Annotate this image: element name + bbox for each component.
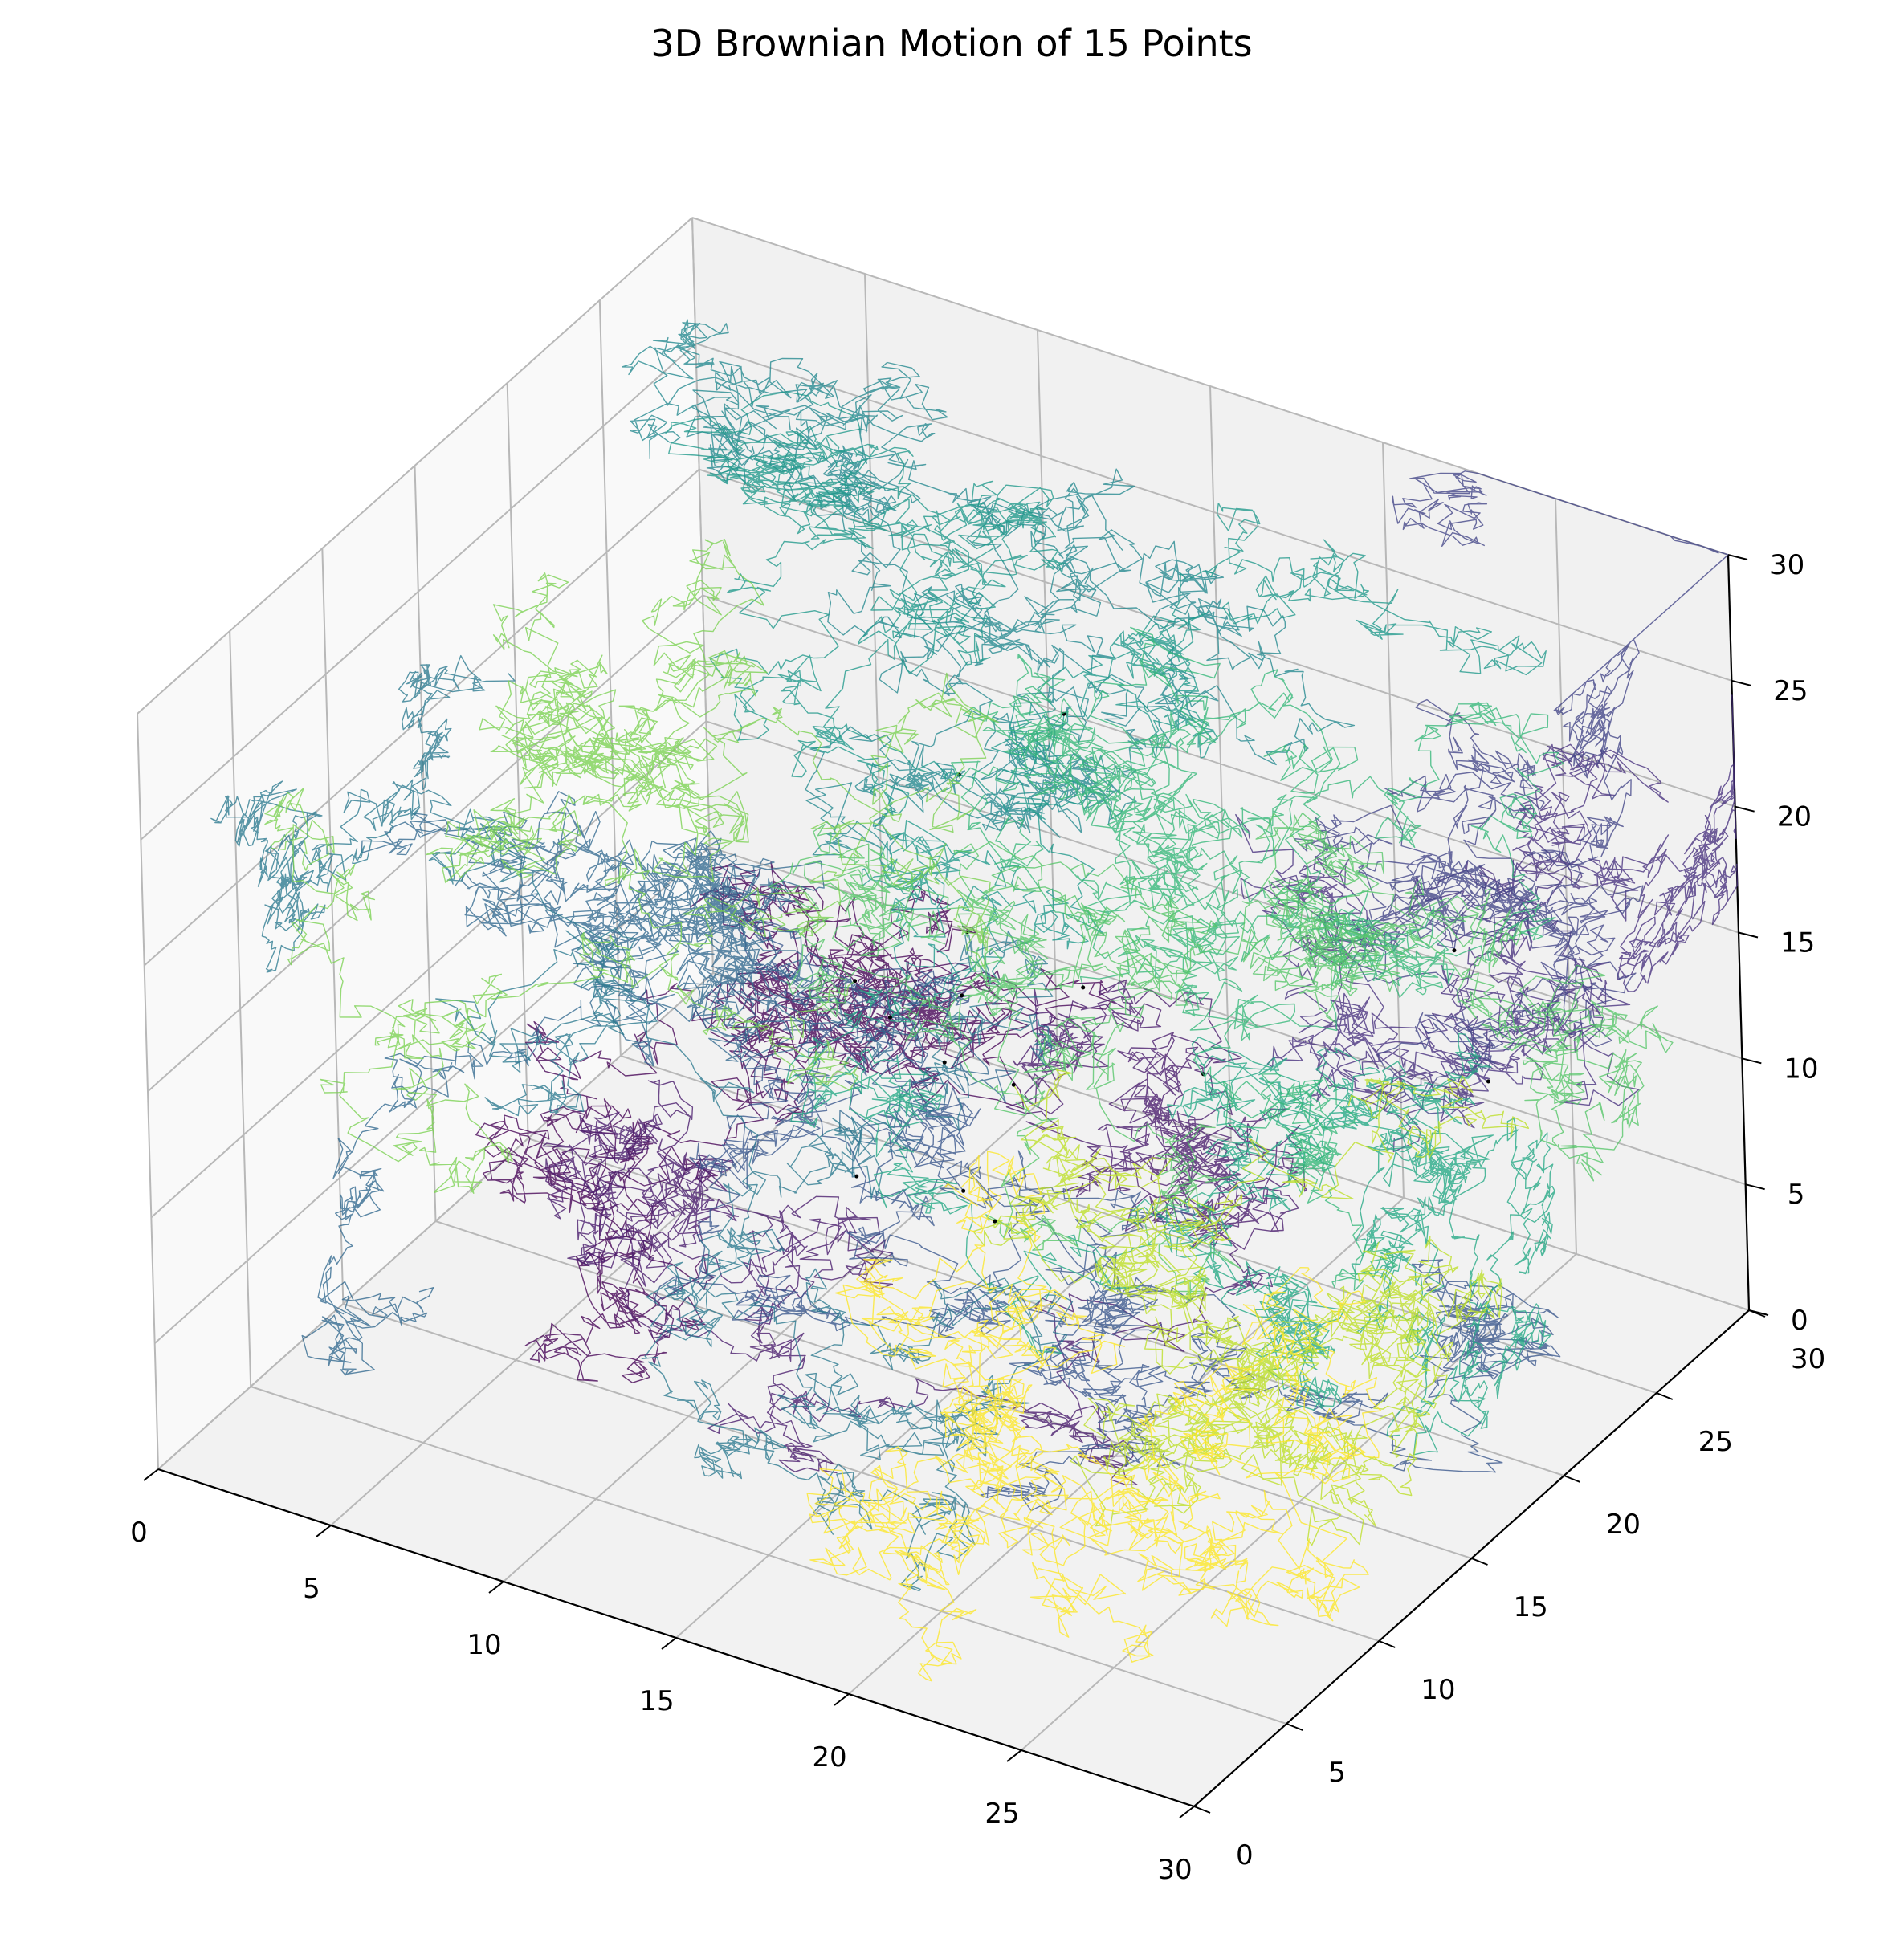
back-grid-line-z (695, 342, 1732, 682)
x-tick-label: 5 (303, 1573, 320, 1605)
x-tick-mark (1006, 1749, 1022, 1762)
walk-path-10 (785, 988, 1555, 1456)
walk-path-2 (542, 979, 1307, 1485)
walk-start-marker-7 (942, 1060, 947, 1065)
x-tick-label: 10 (467, 1629, 501, 1661)
y-tick-mark (1193, 1806, 1211, 1814)
y-tick-label: 20 (1606, 1509, 1641, 1541)
y-tick-mark (1656, 1392, 1674, 1400)
y-tick-label: 5 (1328, 1757, 1346, 1789)
y-tick-label: 15 (1514, 1591, 1548, 1623)
walk-start-marker-4 (1452, 948, 1457, 953)
walk-path-14 (972, 1069, 1530, 1546)
y-tick-mark (1471, 1558, 1488, 1566)
z-tick-label: 20 (1777, 801, 1812, 833)
walk-start-marker-11 (1081, 985, 1086, 990)
z-tick-mark (1727, 554, 1748, 560)
z-tick-mark (1745, 1183, 1765, 1191)
walk-start-marker-13 (853, 979, 858, 984)
walk-path-11 (951, 626, 1564, 1291)
z-tick-mark (1748, 1309, 1769, 1316)
x-tick-mark (316, 1525, 332, 1537)
z-tick-label: 0 (1791, 1305, 1808, 1337)
z-tick-label: 25 (1773, 675, 1808, 707)
z-tick-mark (1742, 1057, 1762, 1065)
y-tick-mark (1564, 1475, 1581, 1483)
x-tick-mark (661, 1637, 677, 1650)
y-tick-mark (1286, 1723, 1303, 1731)
walk-start-marker-14 (1011, 1082, 1016, 1087)
z-tick-label: 10 (1784, 1053, 1818, 1085)
walk-start-marker-5 (961, 1188, 966, 1193)
left-grid-line-y (691, 217, 714, 974)
z-tick-label: 15 (1780, 927, 1815, 959)
walk-start-marker-3 (1486, 1079, 1490, 1084)
x-tick-mark (834, 1693, 850, 1706)
walk-path-4 (1293, 470, 1729, 1114)
left-grid-line-z (137, 217, 693, 715)
walk-path-9 (665, 391, 1547, 998)
walk-start-marker-10 (887, 1015, 892, 1020)
x-tick-label: 25 (985, 1798, 1019, 1830)
z-tick-label: 30 (1770, 549, 1804, 581)
x-tick-label: 0 (130, 1517, 148, 1549)
walk-path-1 (475, 861, 1115, 1383)
y-tick-mark (1378, 1640, 1396, 1648)
x-tick-mark (488, 1581, 504, 1594)
walk-path-8 (622, 319, 1356, 856)
walk-path-5 (654, 918, 1561, 1515)
y-tick-label: 30 (1791, 1343, 1825, 1375)
z-tick-mark (1735, 805, 1755, 813)
x-tick-mark (1179, 1806, 1195, 1818)
y-tick-label: 10 (1421, 1674, 1455, 1706)
y-tick-label: 0 (1236, 1839, 1254, 1871)
walk-path-15 (806, 1151, 1382, 1682)
walk-start-marker-15 (993, 1219, 997, 1224)
walk-path-12 (768, 812, 1674, 1302)
brownian-walks (210, 319, 1739, 1682)
z-tick-label: 5 (1788, 1179, 1805, 1211)
x-tick-mark (143, 1468, 159, 1481)
walk-start-marker-6 (854, 1174, 859, 1179)
tick-labels: 0 5 10 15 20 25 30 0 5 10 15 20 25 30 0 5 10 15 20 25 30 (130, 549, 1825, 1886)
z-tick-mark (1731, 679, 1751, 686)
walk-path-13 (264, 539, 1000, 1194)
chart-title: 3D Brownian Motion of 15 Points (650, 22, 1252, 65)
walk-path-7 (210, 654, 1074, 1592)
walk-start-marker-12 (960, 993, 964, 998)
x-tick-label: 15 (639, 1685, 674, 1717)
x-tick-label: 30 (1157, 1854, 1192, 1886)
left-grid-line-z (140, 343, 696, 841)
x-tick-label: 20 (812, 1741, 846, 1774)
z-tick-mark (1738, 931, 1759, 939)
y-tick-label: 25 (1698, 1426, 1733, 1458)
